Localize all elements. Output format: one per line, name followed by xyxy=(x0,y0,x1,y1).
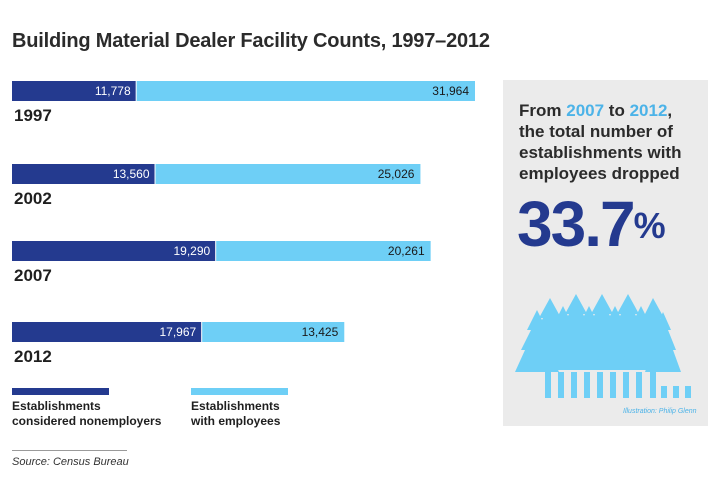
callout-line2: the total number of xyxy=(519,122,673,141)
value-label-employees-2007: 20,261 xyxy=(388,244,425,258)
callout-big-value: 33.7 xyxy=(517,188,636,260)
legend-label-employees: Establishments with employees xyxy=(191,399,280,429)
legend-label-employees-line2: with employees xyxy=(191,414,281,428)
bar-nonemployers-1997 xyxy=(12,81,137,101)
legend-label-nonemployers: Establishments considered nonemployers xyxy=(12,399,161,429)
value-label-nonemployers-2012: 17,967 xyxy=(159,325,196,339)
tree-stumps xyxy=(545,372,691,398)
trunk-icon xyxy=(597,372,603,398)
trunk-icon xyxy=(610,372,616,398)
trunk-icon xyxy=(623,372,629,398)
bar-nonemployers-2012 xyxy=(12,322,203,342)
bar-chart: 11,778 31,964 1997 13,560 25,026 2002 19,290 20… xyxy=(12,81,475,366)
legend-swatch-employees xyxy=(191,388,288,395)
trees-illustration xyxy=(515,294,691,398)
stump-icon xyxy=(673,386,679,398)
legend-label-nonemployers-line1: Establishments xyxy=(12,399,101,413)
tree-crowns xyxy=(515,294,681,372)
trunk-icon xyxy=(584,372,590,398)
category-label-1997: 1997 xyxy=(14,106,52,125)
trunk-icon xyxy=(636,372,642,398)
callout-comma: , xyxy=(667,101,673,120)
trunk-icon xyxy=(571,372,577,398)
trunk-icon xyxy=(558,372,564,398)
bar-employees-1997 xyxy=(136,81,475,101)
value-label-employees-1997: 31,964 xyxy=(432,84,469,98)
callout-percent-sign: % xyxy=(633,205,666,246)
callout-text: From 2007 to 2012, the total number of e… xyxy=(519,100,704,184)
value-label-employees-2002: 25,026 xyxy=(378,167,415,181)
value-label-employees-2012: 13,425 xyxy=(302,325,339,339)
callout-line4: employees dropped xyxy=(519,164,680,183)
legend-label-nonemployers-line2: considered nonemployers xyxy=(12,414,162,428)
bar-nonemployers-2002 xyxy=(12,164,156,184)
illustration-credit: Illustration: Philip Glenn xyxy=(623,408,697,415)
trunk-icon xyxy=(650,372,656,398)
callout-big-number: 33.7% xyxy=(517,192,666,256)
tree-icon xyxy=(645,312,681,372)
trunk-icon xyxy=(545,372,551,398)
value-label-nonemployers-2002: 13,560 xyxy=(113,167,150,181)
callout-line3: establishments with xyxy=(519,143,682,162)
callout-panel: From 2007 to 2012, the total number of e… xyxy=(503,80,708,426)
bar-nonemployers-2007 xyxy=(12,241,217,261)
stump-icon xyxy=(661,386,667,398)
category-label-2007: 2007 xyxy=(14,266,52,285)
bar-employees-2012 xyxy=(202,322,345,342)
callout-to: to xyxy=(608,101,625,120)
source-note: Source: Census Bureau xyxy=(12,456,129,468)
legend-swatch-nonemployers xyxy=(12,388,109,395)
category-label-2012: 2012 xyxy=(14,347,52,366)
category-label-2002: 2002 xyxy=(14,189,52,208)
bar-employees-2007 xyxy=(216,241,431,261)
chart-title: Building Material Dealer Facility Counts… xyxy=(12,30,490,52)
callout-from: From xyxy=(519,101,562,120)
legend-label-employees-line1: Establishments xyxy=(191,399,280,413)
value-label-nonemployers-1997: 11,778 xyxy=(95,84,131,98)
callout-year-end: 2012 xyxy=(629,101,668,120)
value-label-nonemployers-2007: 19,290 xyxy=(173,244,210,258)
callout-year-start: 2007 xyxy=(566,101,605,120)
stump-icon xyxy=(685,386,691,398)
source-divider xyxy=(12,450,127,451)
bar-employees-2002 xyxy=(155,164,421,184)
